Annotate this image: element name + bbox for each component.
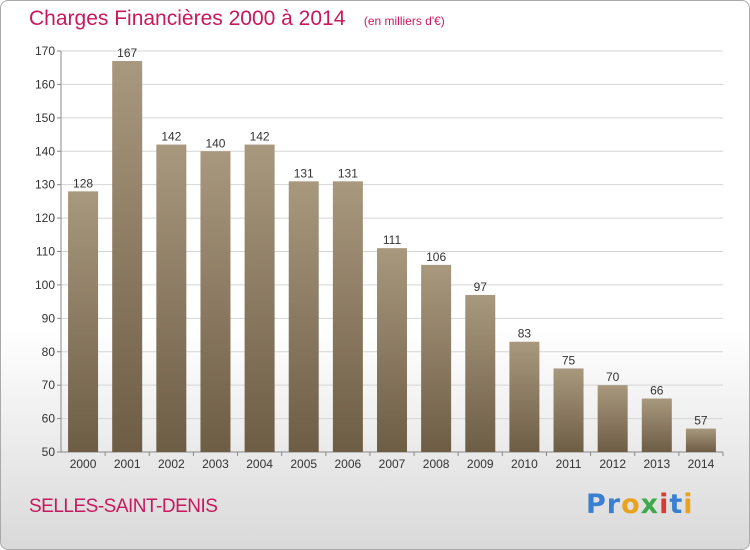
bar-value-label: 75 [562,353,576,367]
logo-part: t [669,489,684,520]
label-layer: 128 2000 167 2001 142 2002 140 2003 142 2004 131 20… [70,46,715,471]
chart-subtitle: (en milliers d'€) [363,14,445,28]
bar [332,181,363,452]
bar [421,264,452,452]
bar [641,398,672,452]
y-tick-label: 60 [42,412,56,426]
bar-value-label: 111 [383,233,402,247]
title-row: Charges Financières 2000 à 2014 (en mill… [29,7,445,31]
y-tick-label: 170 [35,44,55,58]
x-tick-label: 2004 [246,457,273,471]
bar-value-label: 131 [338,166,358,180]
y-tick-label: 150 [35,111,55,125]
bar [68,191,99,452]
x-tick-label: 2009 [467,457,494,471]
bar [553,368,584,452]
bar [465,294,496,452]
x-tick-label: 2008 [423,457,450,471]
x-tick-label: 2003 [202,457,229,471]
y-tick-label: 50 [42,445,56,459]
chart-title: Charges Financières 2000 à 2014 [29,7,346,30]
x-tick-label: 2001 [114,457,141,471]
bar [200,151,231,452]
y-tick-label: 110 [36,245,55,259]
logo-part: x [640,489,660,520]
bar-value-label: 131 [294,166,314,180]
logo-part: Pr [586,489,622,520]
y-tick-label: 90 [42,311,56,325]
x-tick-label: 2006 [335,457,362,471]
y-tick-label: 80 [42,345,56,359]
bar-value-label: 97 [474,280,488,294]
x-tick-label: 2000 [70,457,97,471]
logo-part: o [621,489,641,520]
bar [244,144,275,453]
y-tick-label: 100 [35,278,55,292]
bar [377,248,407,452]
bar-value-label: 140 [205,136,225,150]
x-tick-label: 2012 [599,457,626,471]
bar-value-label: 142 [250,130,270,144]
x-tick-label: 2011 [556,457,582,471]
y-tick-label: 70 [42,378,56,392]
y-tick-label: 120 [35,211,55,225]
x-tick-label: 2002 [158,457,185,471]
bar [685,428,716,452]
bar-value-label: 66 [650,384,664,398]
bar-value-label: 106 [426,250,446,264]
bar [509,341,540,452]
x-tick-label: 2007 [379,457,406,471]
bar [288,181,319,452]
bar-layer [68,61,716,453]
bar-value-label: 142 [161,130,181,144]
logo-part: i [659,489,670,520]
proxiti-logo[interactable]: Proxiti [586,489,694,520]
x-tick-label: 2005 [290,457,317,471]
x-tick-label: 2013 [643,457,670,471]
y-tick-label: 130 [35,178,55,192]
logo-part: i [683,489,694,520]
bar-value-label: 167 [117,46,137,60]
town-name: SELLES-SAINT-DENIS [29,496,218,517]
bar [112,61,143,453]
x-tick-label: 2010 [511,457,538,471]
y-tick-label: 140 [35,144,55,158]
bar [156,144,187,453]
bar [597,385,628,452]
y-tick-label: 160 [35,77,55,91]
bar-value-label: 57 [694,414,708,428]
bar-value-label: 83 [518,327,532,341]
x-tick-label: 2014 [688,457,715,471]
bar-value-label: 128 [73,176,93,190]
bar-value-label: 70 [606,370,620,384]
